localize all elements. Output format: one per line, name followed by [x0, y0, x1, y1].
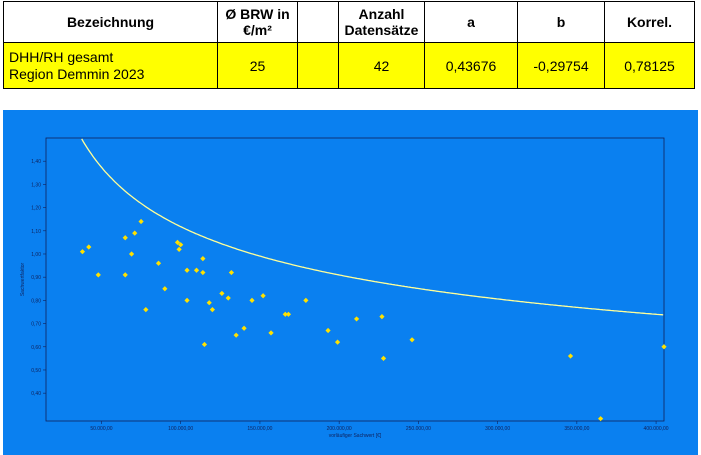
- data-point: [225, 295, 231, 301]
- data-point: [228, 269, 234, 276]
- data-point: [138, 218, 144, 225]
- y-tick-label: 1,30: [31, 182, 41, 188]
- data-point: [206, 300, 212, 306]
- data-point: [200, 256, 206, 262]
- y-ticks: 0,40 0,50 0,60 0,70 0,80 0,90 1,00 1,10 1,20 1,30…: [31, 159, 46, 397]
- data-point: [176, 246, 182, 252]
- plot-frame: [45, 137, 665, 422]
- data-point: [303, 297, 309, 303]
- data-point: [201, 341, 208, 348]
- data-point: [285, 311, 292, 317]
- chart-axes: [45, 137, 665, 422]
- data-point: [567, 353, 574, 359]
- x-tick-label: 250.000,00: [406, 426, 431, 432]
- y-tick-label: 0,60: [31, 345, 41, 351]
- data-point: [598, 416, 604, 422]
- name-line1: DHH/RH gesamt: [9, 48, 114, 65]
- x-tick-label: 50.000,00: [90, 426, 112, 432]
- y-tick-label: 1,10: [31, 229, 41, 235]
- data-point: [249, 297, 255, 303]
- y-tick-label: 0,70: [31, 322, 41, 328]
- header-bezeichnung: Bezeichnung: [3, 1, 218, 43]
- data-point: [184, 267, 190, 273]
- y-tick-label: 0,50: [31, 368, 41, 374]
- regression-curve: [81, 138, 664, 316]
- cell-korrel: 0,78125: [604, 42, 695, 89]
- header-a: a: [424, 1, 518, 43]
- y-tick-label: 0,40: [31, 391, 41, 397]
- header-brw: Ø BRW in €/m²: [217, 1, 298, 43]
- chart-svg: 0,40 0,50 0,60 0,70 0,80 0,90 1,00 1,10 1,20 1,30…: [20, 137, 669, 439]
- data-point: [79, 249, 86, 255]
- data-point: [233, 332, 239, 338]
- data-point: [200, 269, 206, 276]
- data-point: [95, 272, 101, 278]
- cell-count: 42: [338, 42, 425, 89]
- data-point: [409, 337, 415, 343]
- x-axis-label: vorläufiger Sachwert [€]: [329, 433, 382, 439]
- name-line2: Region Demmin 2023: [9, 65, 145, 82]
- data-point: [143, 307, 149, 313]
- y-tick-label: 1,00: [31, 252, 41, 258]
- data-point: [379, 314, 385, 320]
- data-point: [193, 267, 200, 273]
- data-point: [122, 272, 128, 278]
- table-header-row: Bezeichnung Ø BRW in €/m² Anzahl Datensä…: [3, 1, 695, 43]
- data-point: [241, 325, 247, 331]
- cell-bezeichnung: DHH/RH gesamt Region Demmin 2023: [3, 42, 218, 89]
- data-point: [353, 316, 360, 322]
- data-point: [122, 235, 128, 241]
- header-b: b: [517, 1, 605, 43]
- x-tick-label: 400.000,00: [644, 426, 669, 432]
- data-points: [79, 218, 667, 422]
- summary-table: Bezeichnung Ø BRW in €/m² Anzahl Datensä…: [3, 1, 695, 89]
- y-tick-label: 0,90: [31, 275, 41, 281]
- data-point: [260, 293, 266, 299]
- header-anzahl: Anzahl Datensätze: [338, 1, 425, 43]
- table-row: DHH/RH gesamt Region Demmin 2023 25 42 0…: [3, 42, 695, 89]
- data-point: [86, 244, 92, 250]
- data-point: [184, 297, 190, 303]
- y-axis-label: Sachwertfaktor: [20, 262, 26, 296]
- x-tick-label: 100.000,00: [168, 426, 193, 432]
- y-tick-label: 0,80: [31, 298, 41, 304]
- data-point: [325, 327, 331, 334]
- data-point: [162, 286, 168, 292]
- data-point: [128, 251, 135, 257]
- cell-empty: [297, 42, 339, 89]
- y-tick-label: 1,40: [31, 159, 41, 165]
- data-point: [174, 239, 181, 245]
- cell-brw: 25: [217, 42, 298, 89]
- header-korrel: Korrel.: [604, 1, 695, 43]
- y-tick-label: 1,20: [31, 206, 41, 212]
- data-point: [155, 260, 162, 266]
- data-point: [209, 307, 215, 313]
- cell-b: -0,29754: [517, 42, 605, 89]
- x-tick-label: 150.000,00: [247, 426, 272, 432]
- x-tick-label: 300.000,00: [485, 426, 510, 432]
- data-point: [661, 344, 667, 350]
- scatter-chart: 0,40 0,50 0,60 0,70 0,80 0,90 1,00 1,10 1,20 1,30…: [3, 110, 698, 455]
- data-point: [178, 242, 184, 248]
- data-point: [219, 290, 225, 297]
- data-point: [334, 339, 341, 345]
- header-empty: [297, 1, 339, 43]
- x-ticks: 50.000,00 100.000,00 150.000,00 200.000,00 2…: [90, 421, 669, 432]
- data-point: [268, 330, 274, 336]
- cell-a: 0,43676: [424, 42, 518, 89]
- x-tick-label: 350.000,00: [564, 426, 589, 432]
- data-point: [380, 355, 387, 361]
- data-point: [132, 230, 138, 236]
- x-tick-label: 200.000,00: [327, 426, 352, 432]
